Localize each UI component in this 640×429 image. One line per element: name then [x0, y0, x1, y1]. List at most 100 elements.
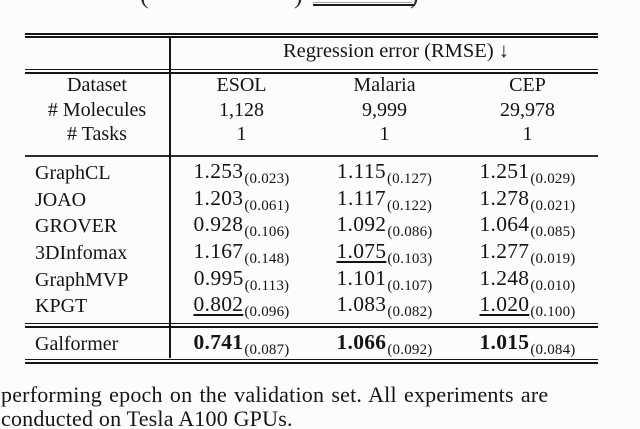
paren-fragment: ) — [294, 0, 303, 8]
column-divider — [169, 38, 171, 358]
value-cell: 0.928(0.106) — [170, 212, 313, 241]
molecule-count-esol: 1,128 — [219, 98, 264, 121]
value-cell: 1.117(0.122) — [313, 185, 456, 214]
rmse-std: (0.122) — [386, 197, 433, 214]
rmse-value: 1.253 — [193, 158, 244, 183]
molecule-count-cep: 29,978 — [500, 98, 555, 121]
rmse-std: (0.085) — [530, 224, 576, 241]
table-meta-row-molecules: # Molecules 1,128 9,999 29,978 — [25, 98, 598, 123]
rmse-std: (0.019) — [530, 250, 576, 267]
rmse-value-underlined: 1.075 — [336, 238, 387, 263]
value-cell: 1.115(0.127) — [313, 159, 456, 187]
paren-fragment: ( — [140, 0, 149, 8]
value-cell: 1.277(0.019) — [456, 238, 599, 267]
value-cell: 1.203(0.061) — [170, 186, 313, 214]
value-cell: 1.278(0.021) — [456, 185, 599, 214]
rmse-std: (0.113) — [244, 277, 290, 294]
meta-label: # Molecules — [47, 98, 147, 121]
rmse-value: 1.101 — [336, 265, 387, 290]
rmse-std: (0.061) — [244, 197, 290, 214]
value-cell: 0.741(0.087) — [170, 330, 313, 359]
rmse-std: (0.021) — [530, 197, 576, 214]
rmse-value: 0.995 — [193, 265, 244, 290]
caption-line-2: conducted on Tesla A100 GPUs. — [1, 406, 293, 429]
table-row: GraphMVP 0.995(0.113) 1.101(0.107) 1.248… — [25, 265, 599, 294]
top-rule-2 — [25, 36, 598, 39]
value-cell: 0.995(0.113) — [170, 265, 313, 294]
method-name: GROVER — [35, 215, 118, 238]
rmse-value: 1.251 — [479, 158, 530, 183]
pre-final-rule-1 — [25, 322, 598, 325]
table-row: KPGT 0.802(0.096) 1.083(0.082) 1.020(0.1… — [25, 292, 599, 321]
rmse-value: 1.092 — [336, 212, 387, 237]
value-cell: 1.083(0.082) — [313, 292, 456, 321]
rmse-std: (0.023) — [244, 170, 290, 187]
rmse-std: (0.127) — [386, 170, 433, 187]
rmse-value: 1.278 — [479, 185, 530, 210]
value-cell: 1.253(0.023) — [170, 158, 313, 187]
bottom-rule-1 — [25, 358, 598, 361]
underline-fragment-light — [313, 1, 412, 3]
header-rule-2 — [25, 72, 598, 74]
rmse-std: (0.103) — [387, 250, 433, 267]
rmse-value: 1.248 — [479, 265, 530, 290]
rmse-std: (0.096) — [244, 304, 290, 321]
mid-rule — [25, 154, 598, 158]
method-name: GraphCL — [35, 161, 111, 184]
rmse-std: (0.010) — [530, 277, 576, 294]
rmse-std: (0.029) — [530, 170, 576, 187]
task-count-esol: 1 — [236, 123, 247, 145]
table-row: GROVER 0.928(0.106) 1.092(0.086) 1.064(0… — [25, 212, 599, 241]
rmse-value-underlined: 0.802 — [193, 292, 244, 317]
task-count-cep: 1 — [522, 123, 533, 145]
value-cell: 1.167(0.148) — [170, 238, 313, 267]
method-name: 3DInfomax — [35, 241, 128, 264]
bottom-rule-2 — [25, 362, 598, 364]
value-cell: 1.248(0.010) — [456, 265, 599, 294]
table-meta-row-dataset: Dataset ESOL Malaria CEP — [25, 73, 598, 98]
table-row: GraphCL 1.253(0.023) 1.115(0.127) 1.251(… — [25, 158, 599, 187]
task-count-malaria: 1 — [379, 123, 390, 145]
pre-final-rule-2 — [25, 325, 598, 328]
table-row: JOAO 1.203(0.061) 1.117(0.122) 1.278(0.0… — [25, 185, 599, 214]
rmse-std: (0.148) — [244, 250, 290, 267]
rmse-value-bold: 1.015 — [479, 330, 530, 355]
rmse-value: 1.064 — [479, 212, 530, 237]
value-cell: 1.251(0.029) — [456, 158, 599, 187]
col-header-malaria: Malaria — [353, 74, 416, 96]
header-rule-1 — [25, 68, 598, 71]
rmse-value-underlined: 1.020 — [479, 292, 530, 317]
col-header-cep: CEP — [509, 74, 546, 96]
rmse-std: (0.084) — [530, 342, 576, 359]
rmse-value-bold: 0.741 — [193, 330, 244, 355]
method-name: JOAO — [35, 188, 87, 211]
rmse-std: (0.082) — [387, 304, 433, 321]
rmse-value: 1.277 — [479, 238, 530, 263]
value-cell: 1.064(0.085) — [456, 212, 599, 241]
rmse-std: (0.107) — [387, 277, 433, 294]
table-group-header: Regression error (RMSE) ↓ — [282, 39, 510, 62]
method-name: GraphMVP — [35, 268, 129, 291]
rmse-value: 1.167 — [193, 238, 244, 263]
table-row-galformer: Galformer 0.741(0.087) 1.066(0.092) 1.01… — [25, 330, 599, 359]
value-cell: 1.015(0.084) — [456, 330, 599, 359]
rmse-value-bold: 1.066 — [336, 330, 387, 355]
col-header-esol: ESOL — [216, 74, 267, 96]
paren-fragment: ) — [410, 0, 419, 8]
table-row: 3DInfomax 1.167(0.148) 1.075(0.103) 1.27… — [25, 238, 599, 267]
value-cell: 1.075(0.103) — [313, 238, 456, 267]
value-cell: 1.092(0.086) — [313, 212, 456, 241]
rmse-std: (0.086) — [387, 224, 433, 241]
rmse-std: (0.106) — [244, 224, 290, 241]
clipped-text-fragment: ( ) ) — [0, 0, 640, 9]
method-name: Galformer — [35, 333, 119, 356]
value-cell: 0.802(0.096) — [170, 292, 313, 321]
meta-label: # Tasks — [67, 123, 127, 145]
rmse-value: 1.117 — [336, 185, 386, 210]
rmse-std: (0.100) — [530, 304, 576, 321]
rmse-std: (0.087) — [244, 342, 290, 359]
value-cell: 1.020(0.100) — [456, 292, 599, 321]
molecule-count-malaria: 9,999 — [362, 98, 407, 121]
value-cell: 1.101(0.107) — [313, 265, 456, 294]
